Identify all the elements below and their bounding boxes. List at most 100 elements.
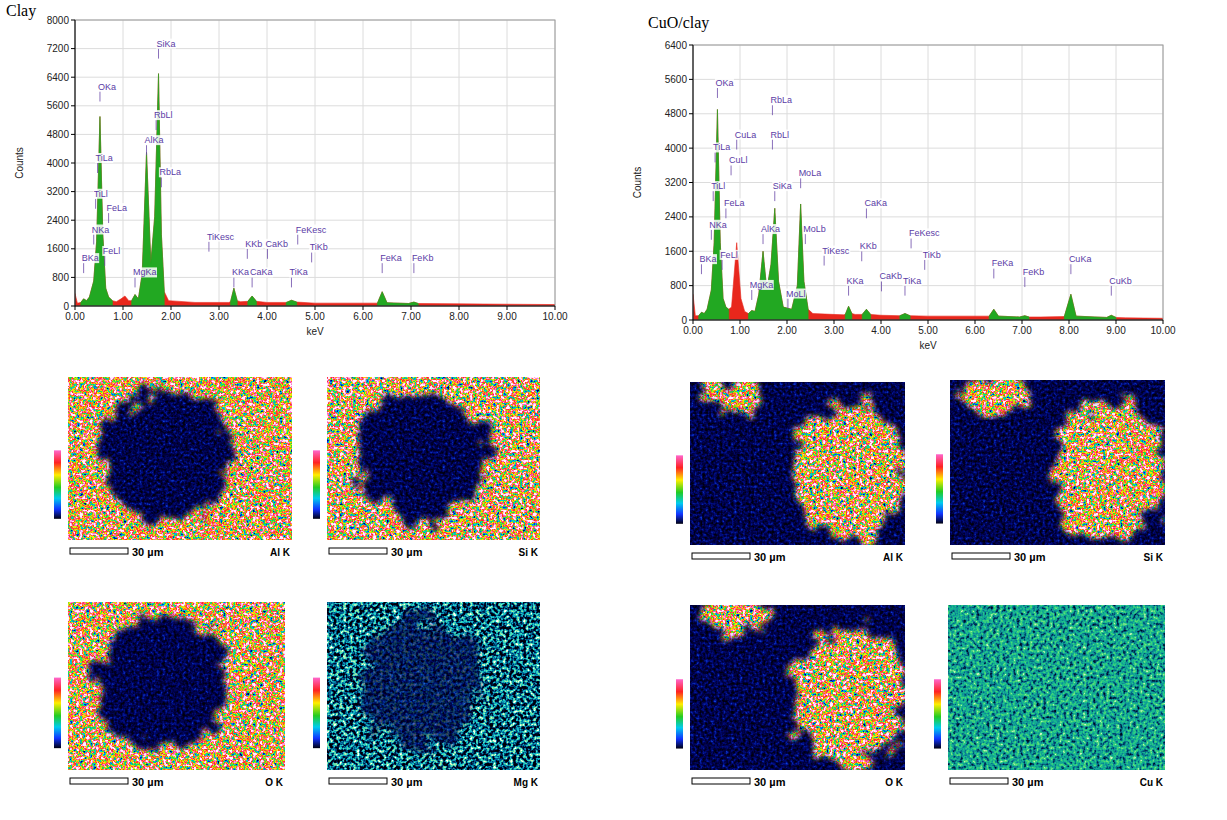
peak-marker — [800, 178, 801, 188]
grid-line — [459, 20, 460, 306]
spectrum-series — [693, 109, 1163, 320]
y-tick-label: 5600 — [665, 74, 688, 85]
peak-label: AlKa — [761, 224, 780, 234]
peak-labels: BKaNKaTiLlTiLaOKaFeLlFeLaCuLlCuLaMgKaAlK… — [699, 78, 1132, 309]
label-patch — [102, 246, 121, 256]
element-map: 30 µmO K — [54, 602, 285, 788]
label-patch — [95, 153, 113, 163]
y-tick — [689, 148, 693, 149]
peak-label: TiKesc — [207, 232, 235, 242]
y-tick — [71, 20, 75, 21]
peak-label: CaKb — [879, 271, 902, 281]
label-patch — [231, 267, 249, 277]
label-patch — [309, 242, 328, 252]
x-tick-label: 0.00 — [65, 311, 85, 322]
label-patch — [97, 82, 116, 92]
label-patch — [711, 181, 726, 191]
map-dark-noise — [68, 602, 285, 770]
peak-label: TiKb — [923, 250, 941, 260]
y-tick — [689, 320, 693, 321]
label-patch — [144, 135, 164, 145]
map-element-label: O K — [885, 777, 904, 788]
map-ground — [690, 605, 905, 770]
y-tick-label: 6400 — [47, 72, 70, 83]
label-patch — [699, 254, 717, 264]
peak-label: OKa — [715, 78, 733, 88]
map-ground — [327, 602, 540, 770]
label-patch — [93, 189, 108, 199]
y-tick-label: 2400 — [47, 215, 70, 226]
y-tick — [71, 77, 75, 78]
label-patch — [729, 155, 749, 165]
y-tick — [689, 113, 693, 114]
peak-label: CuLa — [735, 130, 757, 140]
scale-bar-label: 30 µm — [754, 776, 786, 788]
x-tick-label: 5.00 — [918, 325, 938, 336]
peak-label: FeKb — [1023, 267, 1045, 277]
spectrum-series — [81, 74, 418, 306]
y-tick — [689, 251, 693, 252]
map-colorbar — [54, 678, 61, 749]
element-map: 30 µmSi K — [936, 380, 1165, 563]
map-colorbar — [936, 454, 943, 523]
y-tick — [689, 216, 693, 217]
peak-marker — [866, 208, 867, 218]
y-tick-label: 4000 — [47, 158, 70, 169]
x-tick — [267, 306, 268, 310]
grid-line — [834, 45, 835, 320]
x-tick-label: 3.00 — [209, 311, 229, 322]
y-tick-label: 3200 — [47, 186, 70, 197]
peak-label: FeKesc — [296, 225, 327, 235]
grid-line — [123, 20, 124, 306]
grid-line — [315, 20, 316, 306]
peak-marker — [382, 263, 383, 273]
x-tick-label: 1.00 — [113, 311, 133, 322]
x-tick — [834, 320, 835, 324]
spectrum-series — [699, 109, 1116, 320]
label-patch — [822, 246, 851, 256]
peak-label: RbLl — [770, 130, 789, 140]
x-tick-label: 3.00 — [824, 325, 844, 336]
label-patch — [133, 267, 158, 277]
peak-marker — [1024, 277, 1025, 287]
x-tick-label: 1.00 — [730, 325, 750, 336]
scale-bar-label: 30 µm — [391, 546, 423, 558]
y-tick — [71, 277, 75, 278]
x-tick-label: 10.00 — [1150, 325, 1175, 336]
y-tick — [71, 220, 75, 221]
plot-frame — [75, 20, 555, 306]
scale-bar-label: 30 µm — [391, 776, 423, 788]
x-tick — [975, 320, 976, 324]
label-patch — [159, 167, 182, 177]
peak-marker — [1070, 264, 1071, 274]
peak-label: AlKa — [145, 135, 164, 145]
grid-line — [507, 20, 508, 306]
peak-marker — [108, 213, 109, 223]
peak-marker — [99, 92, 100, 102]
peak-label: FeLa — [724, 198, 745, 208]
map-dark-noise — [948, 605, 1165, 770]
peak-marker — [824, 256, 825, 266]
y-tick-label: 4800 — [665, 108, 688, 119]
y-tick — [689, 285, 693, 286]
x-tick — [363, 306, 364, 310]
label-patch — [154, 110, 174, 120]
peak-marker — [715, 152, 716, 162]
y-tick — [689, 79, 693, 80]
y-tick — [71, 48, 75, 49]
label-patch — [859, 241, 877, 251]
x-tick — [1069, 320, 1070, 324]
peak-label: CuKa — [1069, 254, 1092, 264]
peak-label: CaKa — [250, 267, 273, 277]
label-patch — [770, 95, 793, 105]
label-patch — [770, 130, 790, 140]
y-tick-label: 800 — [670, 280, 687, 291]
map-colorbar — [54, 450, 61, 518]
peak-label: TiLl — [94, 189, 108, 199]
spectrum-series — [75, 74, 555, 306]
peak-label: TiLa — [713, 142, 730, 152]
x-tick-label: 9.00 — [1106, 325, 1126, 336]
map-element-label: Al K — [883, 552, 904, 563]
peak-label: RbLa — [770, 95, 792, 105]
map-ground — [948, 605, 1165, 770]
